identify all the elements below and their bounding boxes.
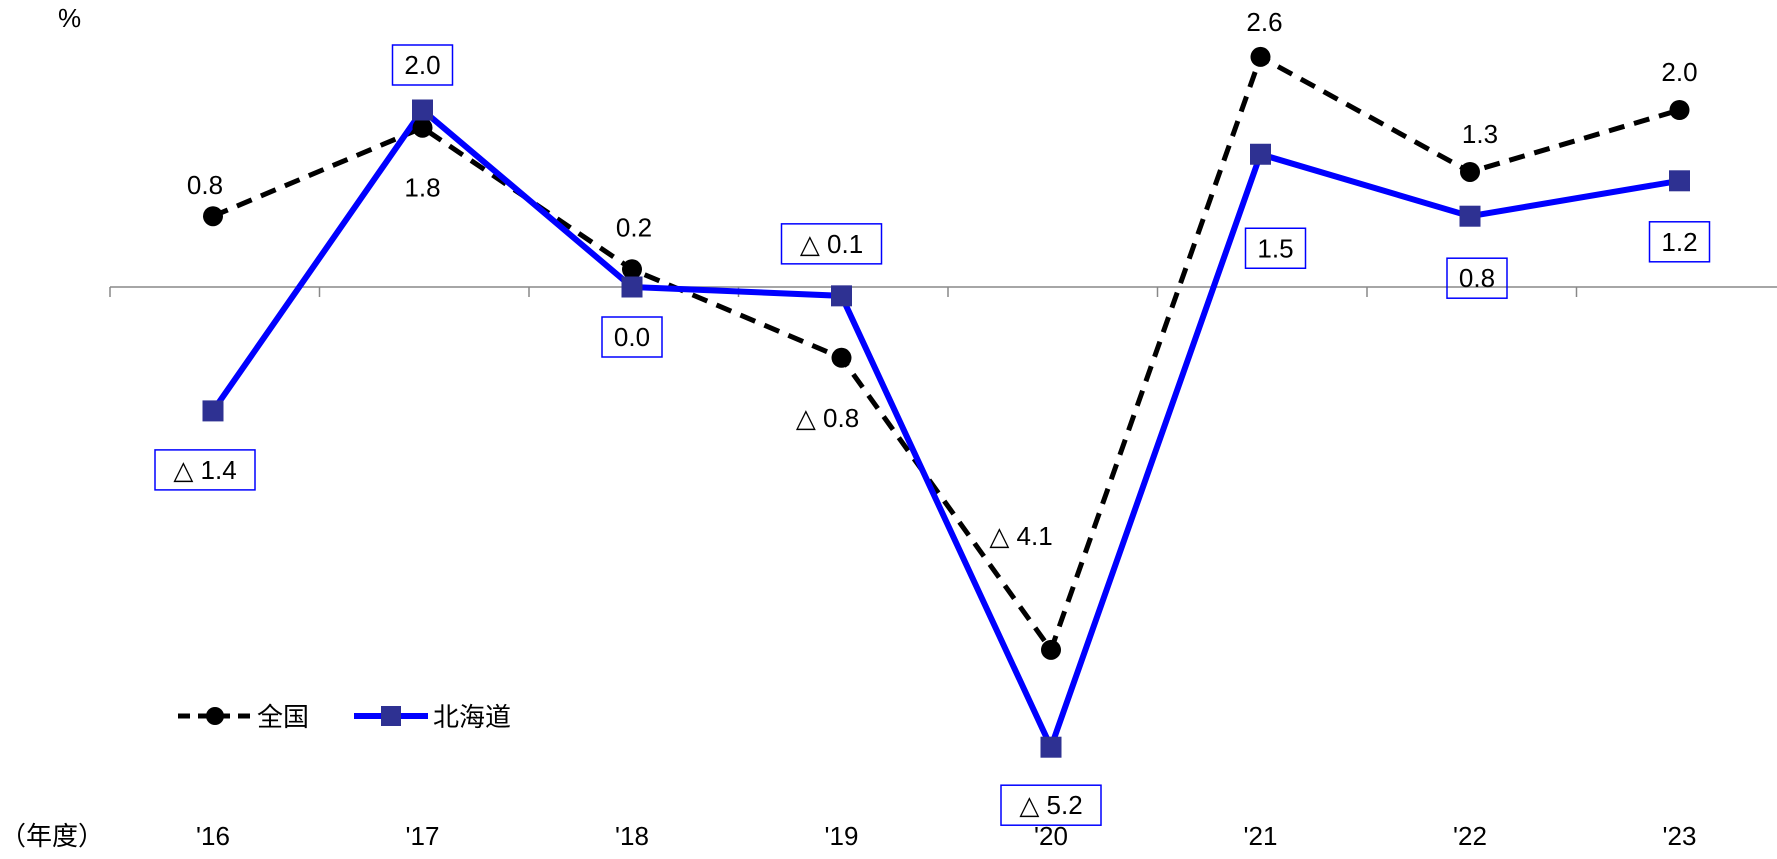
series-line-0 (212, 53, 1681, 656)
series-layer (202, 46, 1690, 758)
data-label-text: △ 0.1 (800, 229, 863, 259)
data-label: 1.5 (1244, 227, 1307, 269)
legend: 全国 北海道 (178, 702, 511, 732)
data-point-square (1250, 143, 1271, 165)
x-tick-label: '18 (615, 821, 649, 851)
data-label-text: 2.6 (1246, 7, 1282, 37)
data-label: 1.2 (1648, 221, 1711, 263)
data-point-square (621, 276, 643, 298)
data-point-square (1459, 205, 1481, 227)
data-label-text: 0.8 (187, 170, 223, 200)
data-point-circle (203, 206, 223, 227)
data-label-box (1244, 227, 1307, 269)
data-label-text: △ 0.8 (796, 403, 859, 433)
data-label: 1.8 (404, 173, 440, 203)
x-tick-label: '23 (1663, 821, 1697, 851)
data-point-square (1040, 736, 1062, 758)
data-label: △ 1.4 (154, 449, 256, 491)
data-label: 0.2 (616, 212, 652, 242)
data-point-square (831, 285, 852, 307)
data-label-text: 1.3 (1462, 119, 1498, 149)
data-label: 2.6 (1246, 7, 1282, 37)
data-label-box (1648, 221, 1711, 263)
data-label: 0.0 (601, 316, 663, 358)
data-point-square (1669, 170, 1690, 192)
data-label-box (154, 449, 256, 491)
data-label-box (1446, 257, 1508, 299)
data-label: 2.0 (1661, 57, 1697, 87)
x-tick-label: '22 (1453, 821, 1487, 851)
data-point-circle (412, 117, 433, 138)
data-label-text: △ 1.4 (173, 455, 236, 485)
data-label: △ 5.2 (1000, 784, 1102, 826)
data-label: △ 0.1 (780, 223, 883, 265)
y-axis-unit-label: % (58, 3, 81, 33)
data-point-circle (622, 259, 642, 280)
data-point-square (412, 99, 433, 121)
data-label-box (601, 316, 663, 358)
data-point-circle (1250, 46, 1271, 67)
data-label-box (391, 44, 454, 86)
legend-label: 全国 (257, 702, 309, 732)
data-labels-layer: 0.8 1.8 0.2 △ 0.8 △ 4.1 2.6 1.3 2.0 △ 1.4 2.0 0.0 △… (154, 7, 1711, 826)
data-label: 0.8 (187, 170, 223, 200)
legend-circle-marker (206, 707, 224, 725)
data-point-square (202, 400, 224, 422)
data-label-text: 0.2 (616, 212, 652, 242)
data-label-text: 1.5 (1257, 233, 1293, 263)
data-point-circle (1669, 100, 1690, 120)
data-point-circle (1041, 639, 1061, 660)
x-tick-labels: '16 '17 '18 '19 '20 '21 '22 '23 (196, 821, 1696, 851)
data-label-text: 2.0 (404, 50, 440, 80)
data-label: 1.3 (1462, 119, 1498, 149)
x-tick-label: '19 (825, 821, 859, 851)
data-label-text: 1.8 (404, 173, 440, 203)
legend-label: 北海道 (433, 702, 511, 732)
data-label-box (1000, 784, 1102, 826)
data-point-circle (1460, 161, 1480, 182)
data-label-text: 1.2 (1661, 227, 1697, 257)
data-label: 2.0 (391, 44, 454, 86)
data-label-text: 0.8 (1459, 263, 1495, 293)
legend-square-marker (381, 706, 401, 726)
x-tick-label: '17 (406, 821, 440, 851)
data-label-text: 0.0 (614, 322, 650, 352)
x-tick-label: '20 (1034, 821, 1068, 851)
data-label: △ 4.1 (989, 521, 1052, 551)
x-axis (109, 286, 1777, 297)
data-label-text: △ 4.1 (989, 521, 1052, 551)
x-tick-label: '16 (196, 821, 230, 851)
x-axis-unit-label: （年度） (0, 821, 104, 851)
x-tick-label: '21 (1244, 821, 1278, 851)
data-label: △ 0.8 (796, 403, 859, 433)
series-line-1 (210, 105, 1680, 756)
data-label-text: △ 5.2 (1019, 790, 1082, 820)
data-point-circle (831, 347, 852, 368)
data-label-text: 2.0 (1661, 57, 1697, 87)
data-label: 0.8 (1446, 257, 1508, 299)
data-label-box (780, 223, 883, 265)
